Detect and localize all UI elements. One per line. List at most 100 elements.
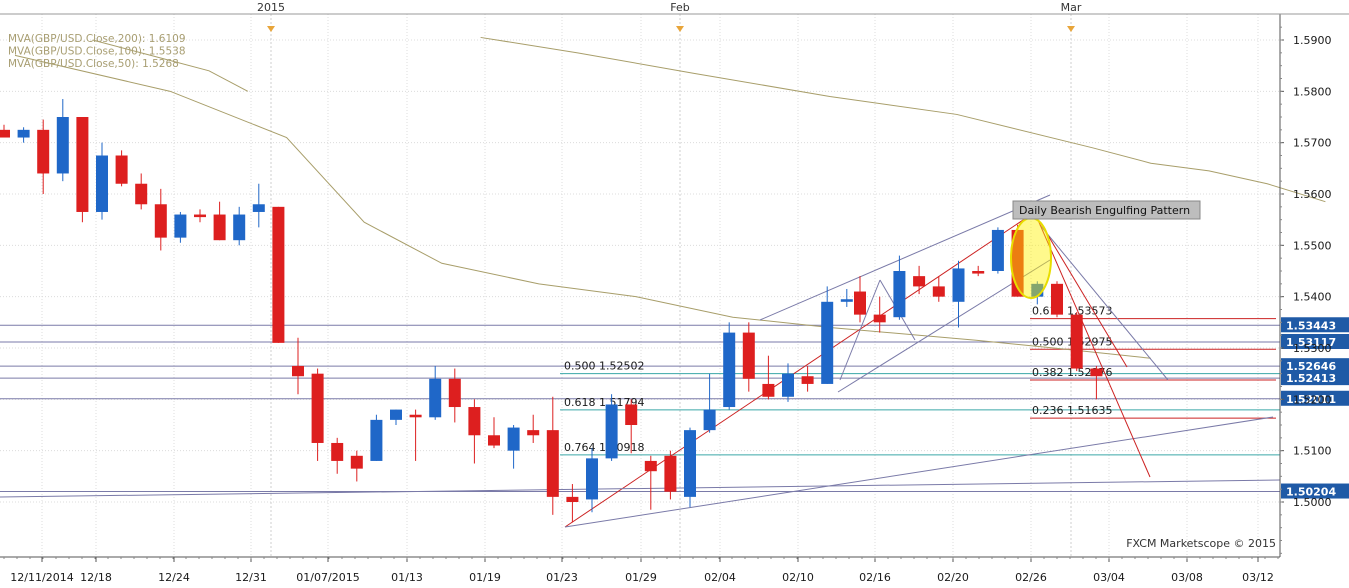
trend-line — [1037, 219, 1151, 478]
sr-price-label: 1.52413 — [1286, 372, 1336, 385]
period-marker-icon — [676, 26, 684, 32]
engulfing-highlight — [1010, 217, 1052, 299]
x-tick-label: 03/08 — [1171, 571, 1203, 584]
y-tick-label: 1.5000 — [1293, 496, 1332, 509]
x-tick-label: 01/13 — [391, 571, 423, 584]
x-tick-label: 02/04 — [704, 571, 736, 584]
candle-body — [429, 378, 442, 418]
axes: 1.5000 1.5100 1.5200 1.5300 1.5400 1.5500 1.56… — [3, 26, 1332, 584]
candle-body — [468, 407, 481, 436]
legend-entry: MVA(GBP/USD.Close,200): 1.6109 — [8, 33, 186, 45]
candle-body — [932, 286, 945, 297]
candle-body — [723, 332, 736, 408]
candle-body — [115, 155, 128, 184]
candle-body — [703, 409, 716, 431]
y-tick-label: 1.5800 — [1293, 85, 1332, 98]
sr-price-label: 1.52011 — [1286, 393, 1336, 406]
y-tick-label: 1.5100 — [1293, 445, 1332, 458]
candle-body — [913, 276, 926, 287]
candle-body — [174, 214, 187, 238]
candle-body — [448, 378, 461, 408]
candle-body — [991, 229, 1004, 271]
candle-body — [135, 183, 148, 205]
x-tick-label: 12/24 — [158, 571, 190, 584]
sr-price-tag — [1281, 370, 1349, 386]
candle-body — [17, 129, 30, 138]
candle-body — [0, 129, 10, 138]
trend-line — [759, 194, 1051, 321]
x-tick-label: 01/29 — [625, 571, 657, 584]
sr-price-tag — [1281, 358, 1349, 374]
candle-body — [742, 332, 755, 379]
y-tick-label: 1.5200 — [1293, 393, 1332, 406]
x-tick-label: 03/04 — [1093, 571, 1125, 584]
moving-average-line — [14, 54, 1151, 359]
x-tick-label: 01/19 — [469, 571, 501, 584]
candle-body — [96, 155, 108, 212]
annotation-label: Daily Bearish Engulfing Pattern — [1019, 204, 1190, 217]
legend-entry: MVA(GBP/USD.Close,50): 1.5268 — [8, 58, 179, 70]
candle-body — [605, 404, 618, 459]
candle-body — [625, 404, 638, 425]
candle-body — [1090, 368, 1103, 377]
period-marker-icon — [1067, 26, 1075, 32]
candle-body — [801, 376, 814, 384]
moving-average-line — [92, 39, 249, 92]
candle-body — [350, 455, 363, 469]
fib-level-label: 0.764 1.50918 — [564, 441, 644, 454]
sr-price-tag — [1281, 390, 1349, 406]
y-tick-label: 1.5700 — [1293, 137, 1332, 150]
moving-averages — [14, 36, 1326, 359]
candle-body — [370, 419, 383, 461]
candle-body — [684, 430, 696, 497]
y-tick-label: 1.5600 — [1293, 188, 1332, 201]
trend-line — [564, 211, 1036, 528]
x-tick-label: 02/26 — [1015, 571, 1047, 584]
trend-line — [0, 479, 1281, 498]
fib-level-label: 0.618 1.51794 — [564, 396, 644, 409]
x-tick-label: 02/16 — [859, 571, 891, 584]
x-tick-label: 12/18 — [80, 571, 112, 584]
sr-price-label: 1.53443 — [1286, 319, 1336, 332]
watermark-label: FXCM Marketscope © 2015 — [1126, 537, 1276, 550]
candle-body — [311, 373, 324, 443]
labels: 2015 Feb Mar Daily Bearish Engulfing Patter… — [8, 1, 1276, 550]
trend-line — [1039, 221, 1128, 368]
x-tick-label: 01/23 — [546, 571, 578, 584]
candle-body — [507, 427, 520, 451]
sr-price-label: 1.50204 — [1286, 486, 1336, 499]
y-tick-label: 1.5500 — [1293, 239, 1332, 252]
trend-line — [839, 279, 881, 381]
candle-body — [488, 435, 500, 446]
candles — [0, 99, 1103, 523]
candle-body — [390, 409, 402, 420]
sr-price-tag — [1281, 333, 1349, 349]
candle-body — [154, 204, 167, 238]
candle-body — [252, 204, 265, 212]
grid-lines — [0, 14, 1280, 557]
candle-body — [194, 214, 206, 218]
legend-entry: MVA(GBP/USD.Close,100): 1.5538 — [8, 46, 186, 58]
candle-body — [762, 383, 775, 397]
candle-body — [56, 117, 69, 174]
candle-body — [331, 442, 344, 461]
candle-body — [1070, 314, 1083, 369]
period-marker-icon — [267, 26, 275, 32]
candle-body — [782, 373, 794, 397]
candle-body — [76, 117, 89, 212]
x-tick-label: 02/20 — [937, 571, 969, 584]
candle-body — [37, 129, 50, 174]
sr-price-label: 1.52646 — [1286, 360, 1336, 373]
moving-average-line — [480, 36, 1326, 203]
candle-body — [272, 206, 285, 343]
y-tick-label: 1.5400 — [1293, 291, 1332, 304]
candle-body — [527, 430, 540, 436]
sr-price-label: 1.53117 — [1286, 336, 1336, 349]
period-label: Feb — [670, 1, 689, 14]
candle-body — [893, 271, 906, 318]
candle-body — [972, 271, 985, 274]
candle-body — [1051, 283, 1063, 315]
trend-line — [564, 416, 1274, 528]
candle-body — [854, 291, 866, 315]
